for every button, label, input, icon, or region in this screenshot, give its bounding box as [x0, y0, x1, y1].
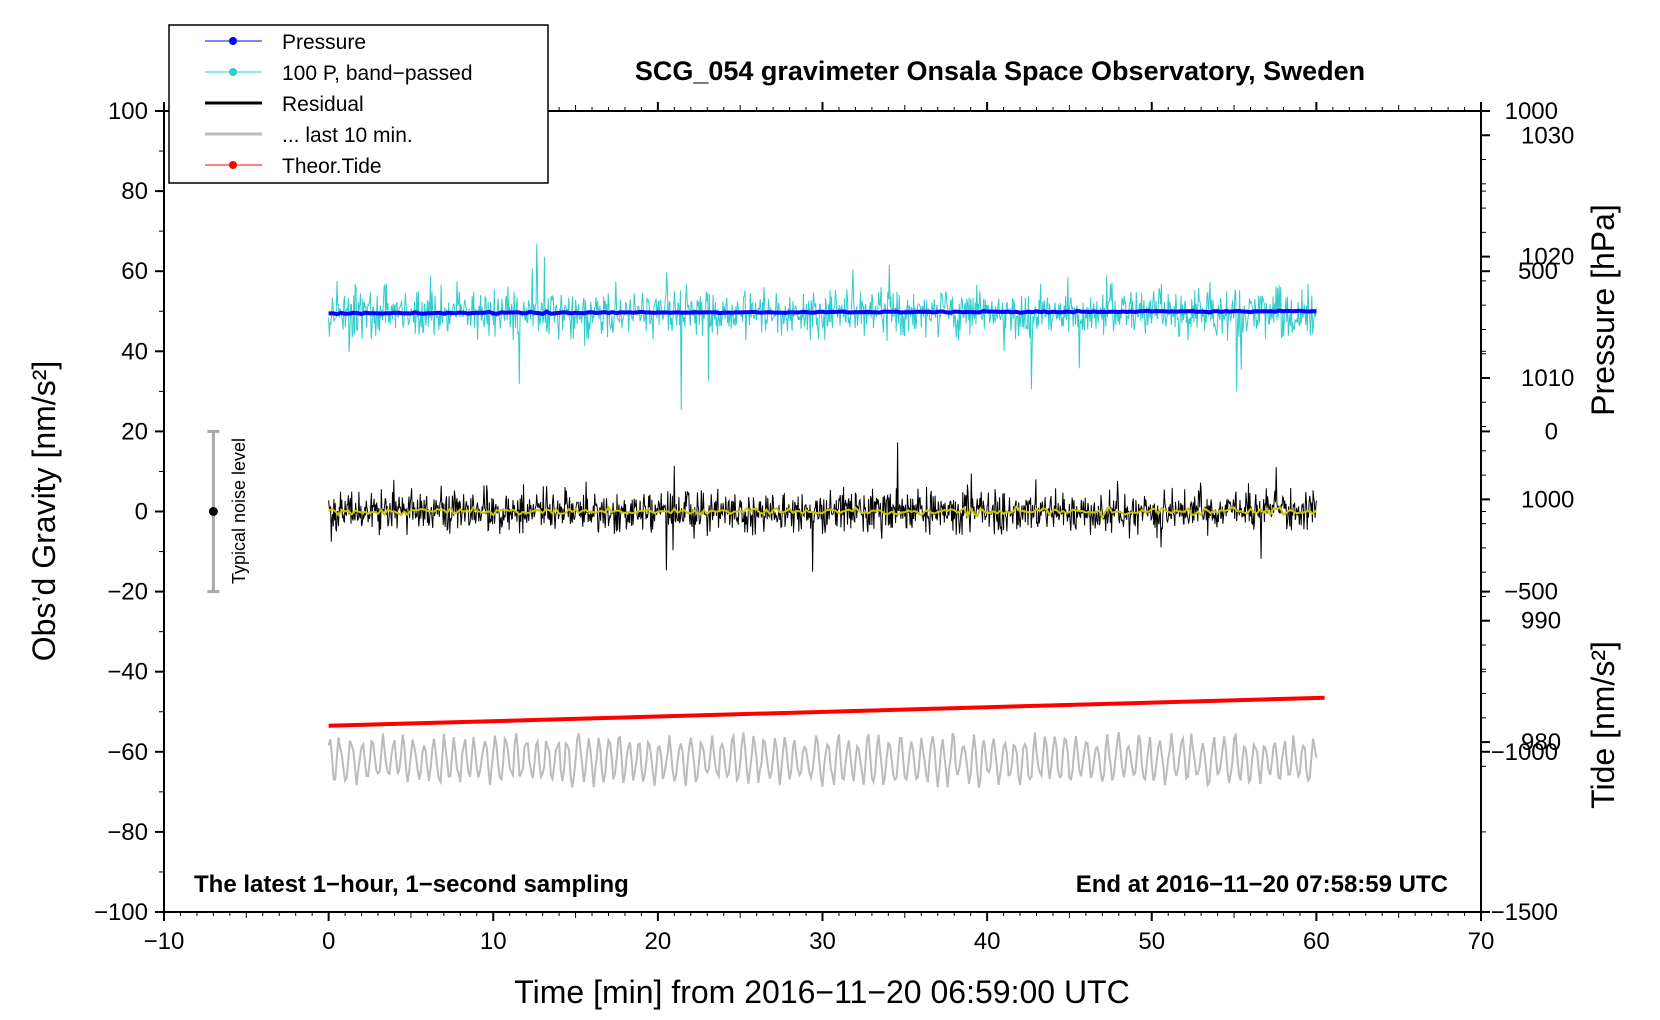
tide-tick-label: 500	[1518, 258, 1558, 285]
x-tick-label: 10	[480, 928, 507, 955]
tide-tick-label: −1000	[1491, 739, 1558, 766]
y-tick-label: 80	[121, 178, 148, 205]
y-tick-label: −100	[94, 899, 148, 926]
noise-center-dot	[208, 507, 218, 516]
series-last-10-min	[327, 731, 1318, 789]
y-axis-left: −100 −80 −60 −40 −20 0 20 40 60 80 100	[94, 98, 164, 926]
y-tick-label: 60	[121, 258, 148, 285]
series-pressure	[328, 308, 1317, 317]
noise-label: Typical noise level	[229, 438, 249, 584]
legend: Pressure 100 P, band−passed Residual ... la…	[168, 24, 549, 184]
legend-marker	[229, 37, 237, 45]
series-residual-smoothed	[328, 504, 1318, 520]
x-tick-label: 60	[1303, 928, 1330, 955]
tide-axis-title: Tide [nm/s²]	[1585, 641, 1621, 809]
legend-label: 100 P, band−passed	[282, 62, 473, 85]
x-tick-label: −10	[144, 928, 185, 955]
y-tick-label: 100	[108, 98, 148, 125]
pressure-tick-label: 1010	[1521, 365, 1574, 392]
x-tick-label: 50	[1138, 928, 1165, 955]
pressure-tick-label: 1020	[1521, 244, 1574, 271]
tide-axis: −1500 −1000 −500 0 500 1000	[1481, 98, 1558, 926]
legend-marker	[229, 161, 237, 169]
legend-label: Pressure	[282, 31, 366, 54]
pressure-tick-label: 1030	[1521, 122, 1574, 149]
legend-label: ... last 10 min.	[282, 124, 413, 147]
x-tick-label: 70	[1468, 928, 1495, 955]
pressure-tick-label: 990	[1521, 608, 1561, 635]
y-tick-label: −20	[107, 579, 148, 606]
tide-tick-label: 0	[1545, 418, 1558, 445]
y-tick-label: 40	[121, 338, 148, 365]
noise-indicator: Typical noise level	[207, 429, 249, 594]
x-tick-label: 40	[974, 928, 1001, 955]
x-tick-label: 20	[645, 928, 672, 955]
y-tick-label: −60	[107, 739, 148, 766]
x-tick-label: 0	[322, 928, 335, 955]
x-axis: −10 0 10 20 30 40 50 60 70	[144, 102, 1495, 955]
end-time-note: End at 2016−11−20 07:58:59 UTC	[1076, 871, 1448, 898]
series-layer	[327, 243, 1325, 789]
pressure-axis: 980 990 1000 1010 1020 1030	[1481, 110, 1574, 767]
y-tick-label: 0	[135, 499, 148, 526]
tide-tick-label: −1500	[1491, 899, 1558, 926]
pressure-tick-label: 1000	[1521, 486, 1574, 513]
legend-marker	[229, 68, 237, 76]
y-tick-label: 20	[121, 418, 148, 445]
series-bandpassed-pressure	[328, 243, 1317, 411]
tide-tick-label: −500	[1504, 579, 1558, 606]
series-residual	[328, 442, 1317, 572]
x-tick-label: 30	[809, 928, 836, 955]
chart-title: SCG_054 gravimeter Onsala Space Observat…	[635, 56, 1365, 86]
y-tick-label: −40	[107, 659, 148, 686]
legend-label: Theor.Tide	[282, 155, 382, 178]
y-axis-title-left: Obs’d Gravity [nm/s²]	[26, 361, 62, 662]
x-axis-title: Time [min] from 2016−11−20 06:59:00 UTC	[514, 974, 1129, 1010]
sampling-note: The latest 1−hour, 1−second sampling	[194, 871, 629, 898]
series-theoretical-tide	[328, 695, 1325, 728]
tide-tick-label: 1000	[1505, 98, 1558, 125]
pressure-axis-title: Pressure [hPa]	[1585, 204, 1621, 416]
legend-label: Residual	[282, 93, 364, 116]
pressure-tick-label: 980	[1521, 729, 1561, 756]
y-tick-label: −80	[107, 819, 148, 846]
